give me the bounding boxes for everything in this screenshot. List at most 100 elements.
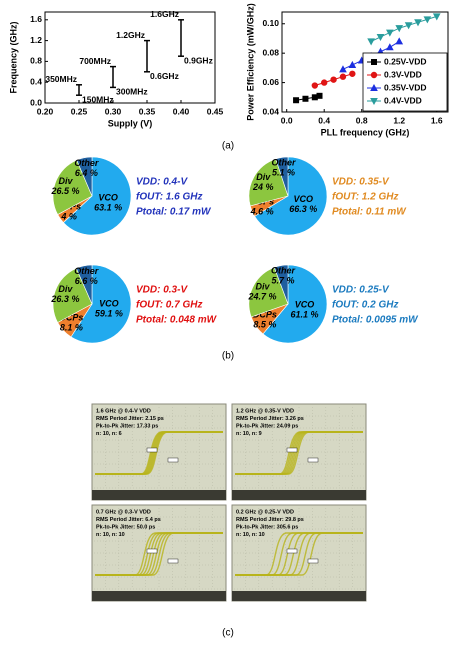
marker — [386, 43, 394, 51]
scope-text: Pk-to-Pk Jitter: 305.6 ps — [236, 524, 298, 530]
marker — [395, 25, 404, 33]
cursor-box — [286, 447, 298, 453]
slice-name: Other — [271, 266, 296, 276]
low-label: 0.6GHz — [150, 71, 179, 81]
waveform — [95, 532, 223, 576]
slice-value: 4 % — [60, 212, 77, 222]
slice-name: DCPs — [253, 309, 277, 319]
slice-value: 6.4 % — [75, 168, 98, 178]
annotation: VDD: 0.3-V — [136, 285, 188, 296]
y-tick-label: 0.8 — [30, 56, 42, 66]
slice-value: 24 % — [252, 182, 274, 192]
slice-name: DCPs — [59, 312, 83, 322]
annotation: Ptotal: 0.11 mW — [332, 207, 407, 218]
slice-name: Div — [58, 284, 73, 294]
caption: (a) — [222, 141, 234, 152]
scope-text: 1.6 GHz @ 0.4-V VDD — [96, 408, 151, 414]
x-tick-label: 1.6 — [431, 115, 443, 125]
annotation: fOUT: 0.7 GHz — [136, 300, 202, 311]
slice-name: VCO — [98, 192, 118, 202]
scope-text: n: 10, n: 9 — [236, 431, 262, 437]
slice-name: Other — [74, 158, 99, 168]
y-tick-label: 0.04 — [262, 106, 279, 116]
annotation: Ptotal: 0.048 mW — [136, 315, 218, 326]
scope-status-bar — [92, 490, 226, 500]
y-tick-label: 1.6 — [30, 14, 42, 24]
slice-name: Div — [256, 281, 271, 291]
marker — [432, 13, 441, 21]
x-tick-label: 0.20 — [37, 106, 54, 116]
annotation: Ptotal: 0.17 mW — [136, 207, 212, 218]
cursor-box — [286, 548, 298, 554]
slice-value: 8.1 % — [60, 322, 83, 332]
cursor-box — [167, 457, 179, 463]
slice-value: 4.6 % — [250, 206, 274, 216]
scope-text: Pk-to-Pk Jitter: 24.09 ps — [236, 423, 298, 429]
low-label: 0.9GHz — [184, 55, 213, 65]
y-tick-label: 0.4 — [30, 76, 42, 86]
slice-name: Div — [58, 176, 73, 186]
annotation: fOUT: 0.2 GHz — [332, 300, 398, 311]
slice-name: VCO — [99, 298, 119, 308]
slice-value: 63.1 % — [94, 202, 122, 212]
pie-slice — [248, 158, 289, 207]
scope-text: RMS Period Jitter: 2.15 ps — [96, 416, 164, 422]
marker — [404, 22, 413, 30]
annotation: VDD: 0.35-V — [332, 177, 390, 188]
scope-text: 0.7 GHz @ 0.3-V VDD — [96, 509, 151, 515]
x-tick-label: 0.0 — [281, 115, 293, 125]
legend-label: 0.3V-VDD — [384, 69, 422, 79]
slice-value: 59.1 % — [95, 308, 123, 318]
high-label: 1.2GHz — [116, 30, 145, 40]
marker — [349, 70, 356, 77]
pie-slice — [273, 264, 289, 305]
pie-slice — [76, 156, 93, 197]
slice-value: 5.1 % — [272, 168, 295, 178]
x-tick-label: 0.4 — [318, 115, 330, 125]
slice-value: 26.5 % — [50, 186, 79, 196]
pie-slice — [75, 264, 93, 305]
slice-name: VCO — [294, 194, 314, 204]
slice-value: 5.7 % — [271, 276, 294, 286]
slice-value: 8.5 % — [253, 319, 276, 329]
x-axis-title: PLL frequency (GHz) — [321, 127, 410, 137]
annotation: VDD: 0.25-V — [332, 285, 390, 296]
x-axis-title: Supply (V) — [108, 118, 153, 128]
marker — [339, 65, 347, 73]
scope-status-bar — [232, 591, 366, 601]
marker — [370, 83, 378, 91]
caption: (c) — [222, 628, 234, 639]
scope-text: Pk-to-Pk Jitter: 50.0 ps — [96, 524, 155, 530]
slice-name: VCO — [295, 299, 315, 309]
waveform — [235, 532, 363, 576]
marker — [348, 60, 357, 68]
annotation: VDD: 0.4-V — [136, 177, 188, 188]
pie-slice — [262, 264, 328, 344]
marker — [395, 37, 404, 45]
legend-label: 0.25V-VDD — [384, 56, 427, 66]
scope-text: n: 10, n: 6 — [96, 431, 122, 437]
marker — [414, 19, 422, 27]
waveform — [235, 431, 363, 475]
scope-text: RMS Period Jitter: 6.4 ps — [96, 517, 161, 523]
x-tick-label: 1.2 — [393, 115, 405, 125]
scope-status-bar — [92, 591, 226, 601]
marker — [423, 16, 432, 24]
scope-status-bar — [232, 490, 366, 500]
pie-slice — [248, 267, 289, 318]
annotation: fOUT: 1.6 GHz — [136, 192, 202, 203]
pie-slice — [275, 156, 289, 197]
scope-text: Pk-to-Pk Jitter: 17.33 ps — [96, 423, 158, 429]
x-tick-label: 0.40 — [173, 106, 190, 116]
plot-frame — [44, 11, 216, 104]
y-tick-label: 0.10 — [262, 18, 279, 28]
cursor-box — [146, 447, 158, 453]
pie-slice — [254, 156, 328, 236]
y-tick-label: 0.06 — [262, 77, 279, 87]
marker — [321, 79, 328, 86]
slice-name: Other — [272, 158, 297, 168]
annotation: Ptotal: 0.0095 mW — [332, 315, 419, 326]
high-label: 1.6GHz — [150, 9, 179, 19]
marker — [386, 29, 394, 37]
